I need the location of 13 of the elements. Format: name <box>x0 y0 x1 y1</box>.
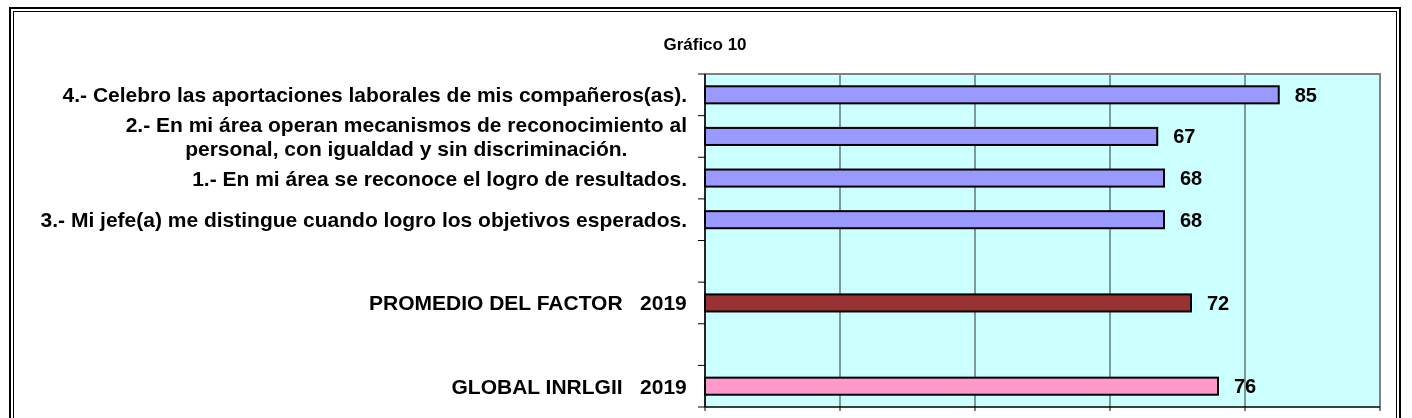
data-label: 85 <box>1294 83 1317 106</box>
data-label: 68 <box>1180 208 1203 231</box>
data-label: 67 <box>1173 125 1196 148</box>
y-tick-label: PROMEDIO DEL FACTOR 2019 <box>369 291 687 315</box>
y-tick-label: 3.- Mi jefe(a) me distingue cuando logro los objetivos esperados. <box>40 208 687 232</box>
y-tick-label: 1.- En mi área se reconoce el logro de resultados. <box>192 166 687 190</box>
y-tick-label: GLOBAL INRLGII 2019 <box>451 374 687 398</box>
data-label: 72 <box>1207 291 1230 314</box>
data-label: 68 <box>1180 167 1203 190</box>
data-label: 76 <box>1234 375 1257 398</box>
y-tick-label: 4.- Celebro las aportaciones laborales de mis compañeros(as). <box>62 83 688 107</box>
chart-title: Gráfico 10 <box>663 34 747 54</box>
y-tick-label: 2.- En mi área operan mecanismos de reconocimiento al personal, con igualdad y sin discriminación. <box>125 112 688 161</box>
